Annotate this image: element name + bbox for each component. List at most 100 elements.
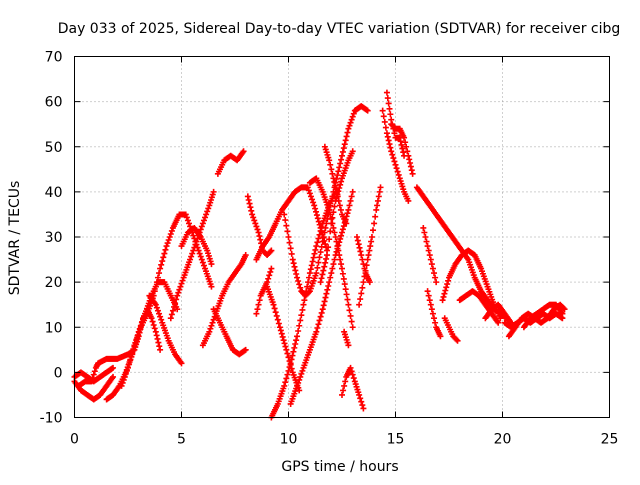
data-point-marker [336, 202, 343, 209]
x-axis-title: GPS time / hours [281, 459, 398, 475]
data-point-marker [375, 193, 382, 200]
data-point-marker [158, 261, 165, 268]
data-point-marker [385, 137, 392, 144]
data-point-marker [167, 230, 174, 237]
data-point-marker [289, 352, 296, 359]
data-point-marker [317, 279, 324, 286]
data-point-marker [424, 243, 431, 250]
data-point-marker [310, 254, 317, 261]
data-point-marker [90, 371, 97, 378]
data-point-marker [329, 170, 336, 177]
x-tick-label: 20 [494, 432, 512, 448]
data-point-marker [318, 243, 325, 250]
data-point-marker [339, 148, 346, 155]
data-point-marker [427, 256, 434, 263]
data-point-marker [395, 171, 402, 178]
data-point-marker [322, 224, 329, 231]
data-point-marker [254, 226, 261, 233]
data-point-marker [348, 193, 355, 200]
data-point-marker [189, 250, 196, 257]
data-point-marker [371, 220, 378, 227]
data-point-marker [152, 283, 159, 290]
data-point-marker [394, 168, 401, 175]
data-point-marker [242, 346, 249, 353]
data-point-marker [364, 256, 371, 263]
data-point-marker [286, 239, 293, 246]
data-point-marker [360, 405, 367, 412]
data-point-marker [313, 243, 320, 250]
data-point-marker [343, 220, 350, 227]
data-point-marker [384, 95, 391, 102]
data-point-marker [151, 325, 158, 332]
data-point-marker [367, 243, 374, 250]
data-point-marker [348, 318, 355, 325]
data-point-marker [405, 152, 412, 159]
data-point-marker [354, 237, 361, 244]
data-point-marker [154, 335, 161, 342]
data-point-marker [403, 143, 410, 150]
data-point-marker [314, 239, 321, 246]
data-point-marker [166, 234, 173, 240]
data-point-marker [454, 337, 461, 344]
data-point-marker [327, 274, 334, 281]
data-point-marker [420, 224, 427, 231]
data-point-marker [206, 328, 213, 335]
y-tick-label: -10 [40, 411, 63, 427]
data-point-marker [291, 263, 298, 270]
data-point-marker [328, 166, 335, 173]
data-point-marker [327, 211, 334, 218]
data-point-marker [254, 306, 261, 313]
data-point-marker [318, 309, 325, 316]
data-point-marker [364, 107, 371, 114]
data-point-marker [443, 284, 450, 291]
data-point-marker [387, 144, 394, 151]
data-point-marker [328, 220, 335, 227]
data-point-marker [179, 277, 186, 284]
data-point-marker [342, 378, 349, 385]
data-point-marker [250, 214, 257, 221]
data-point-marker [326, 279, 333, 286]
data-point-marker [279, 333, 286, 340]
data-point-marker [296, 281, 303, 288]
data-point-marker [120, 376, 127, 383]
data-point-marker [285, 234, 292, 240]
data-point-marker [384, 133, 391, 140]
data-point-marker [386, 141, 393, 148]
data-point-marker [294, 274, 301, 281]
data-point-marker [444, 281, 451, 288]
data-point-marker [313, 212, 320, 219]
data-point-marker [169, 307, 176, 314]
data-point-marker [276, 324, 283, 331]
data-point-marker [343, 133, 350, 140]
data-point-marker [163, 243, 170, 250]
data-point-marker [176, 286, 183, 293]
data-point-marker [252, 220, 259, 227]
data-point-marker [157, 346, 164, 353]
data-point-marker [559, 310, 566, 317]
data-point-marker [323, 255, 330, 262]
data-point-marker [207, 325, 214, 332]
data-point-marker [407, 159, 414, 166]
data-point-marker [332, 234, 339, 240]
data-point-marker [383, 89, 390, 96]
data-point-marker [331, 229, 338, 236]
data-point-marker [184, 217, 191, 224]
data-point-marker [292, 341, 299, 348]
y-tick-label: 40 [45, 185, 63, 201]
data-point-marker [348, 368, 355, 375]
data-point-marker [240, 148, 247, 155]
data-point-marker [365, 252, 372, 259]
data-point-marker [337, 160, 344, 167]
data-point-marker [333, 186, 340, 193]
data-point-marker [89, 375, 96, 382]
data-point-marker [251, 217, 258, 224]
data-point-marker [324, 252, 331, 259]
data-point-marker [318, 275, 325, 282]
x-tick-label: 25 [601, 432, 619, 448]
data-point-marker [366, 247, 373, 254]
data-point-marker [280, 337, 287, 344]
data-point-marker [151, 288, 158, 295]
data-point-marker [360, 261, 367, 268]
data-point-marker [208, 261, 215, 268]
